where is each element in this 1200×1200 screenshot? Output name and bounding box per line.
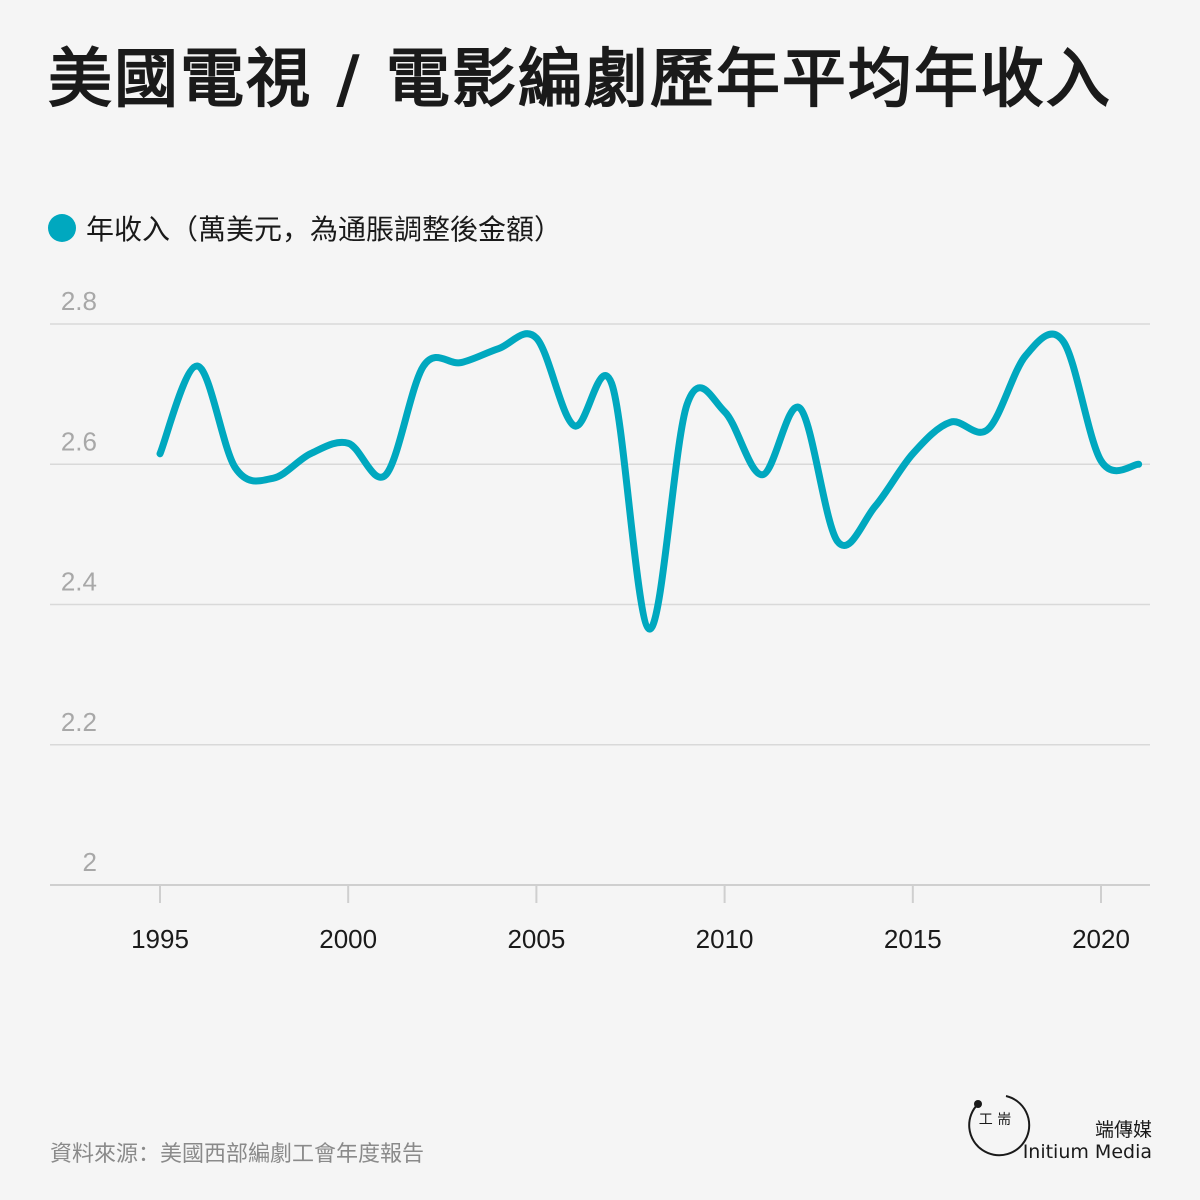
legend-swatch-icon — [48, 214, 76, 242]
data-point — [495, 345, 502, 352]
data-point — [269, 475, 276, 482]
data-point — [1135, 461, 1142, 468]
y-tick-label: 2.8 — [61, 286, 97, 316]
data-point — [382, 471, 389, 478]
data-point — [909, 450, 916, 457]
x-tick-label: 2000 — [319, 924, 377, 954]
brand-name-en: Initium Media — [1022, 1141, 1152, 1163]
logo-text: 工 耑 — [979, 1112, 1011, 1128]
data-point — [571, 422, 578, 429]
data-point — [232, 464, 239, 471]
x-tick-label: 2010 — [696, 924, 754, 954]
data-point — [420, 363, 427, 370]
y-axis-ticks: 2 2.2 2.4 2.6 2.8 — [61, 286, 97, 877]
series-group — [156, 330, 1143, 633]
data-point — [759, 471, 766, 478]
data-point — [345, 440, 352, 447]
data-point — [834, 538, 841, 545]
initium-logo-icon: 工 耑 — [968, 1095, 1031, 1157]
chart-legend: 年收入（萬美元，為通脹調整後金額） — [48, 208, 562, 248]
x-tick-label: 2005 — [507, 924, 565, 954]
data-point — [1060, 338, 1067, 345]
y-tick-label: 2 — [83, 847, 97, 877]
data-point — [872, 503, 879, 510]
chart-title: 美國電視 / 電影編劇歷年平均年收入 — [48, 43, 1112, 117]
source-note: 資料來源：美國西部編劇工會年度報告 — [50, 1142, 425, 1167]
data-point — [458, 359, 465, 366]
brand-name-zh: 端傳媒 — [1094, 1119, 1152, 1141]
data-point — [1022, 352, 1029, 359]
data-point — [608, 380, 615, 387]
data-point — [796, 405, 803, 412]
x-tick-label: 2015 — [884, 924, 942, 954]
data-point — [721, 408, 728, 415]
legend-label: 年收入（萬美元，為通脹調整後金額） — [86, 213, 563, 246]
x-tick-label: 2020 — [1072, 924, 1130, 954]
data-point — [646, 626, 653, 633]
series-line — [156, 330, 1143, 633]
data-point — [1098, 457, 1105, 464]
y-tick-label: 2.4 — [61, 567, 97, 597]
chart-grid — [50, 323, 1150, 886]
x-axis: 1995 2000 2005 2010 2015 2020 — [131, 885, 1130, 954]
data-point — [533, 335, 540, 342]
data-point — [157, 450, 164, 457]
y-tick-label: 2.6 — [61, 426, 97, 456]
data-point — [985, 426, 992, 433]
x-tick-label: 1995 — [131, 924, 189, 954]
y-tick-label: 2.2 — [61, 707, 97, 737]
data-point — [194, 363, 201, 370]
data-point — [947, 419, 954, 426]
data-point — [683, 401, 690, 408]
data-point — [307, 450, 314, 457]
